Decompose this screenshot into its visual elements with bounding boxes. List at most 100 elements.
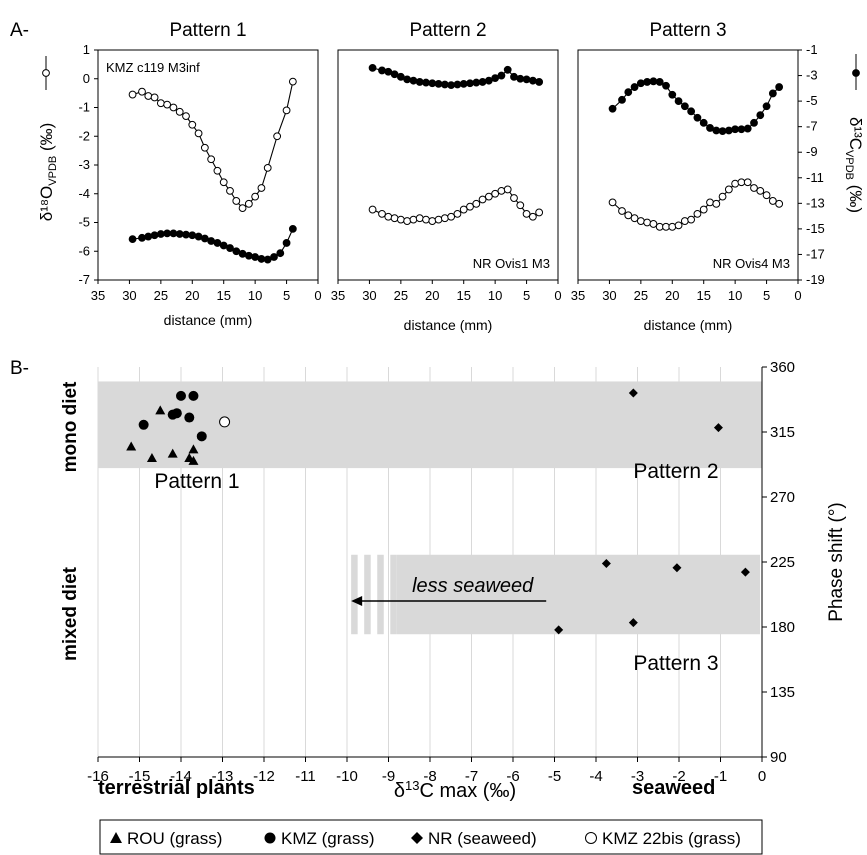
y-tick-label: 90 — [770, 749, 787, 766]
y-left-axis-title: δ¹⁸OVPDB (‰) — [37, 123, 59, 222]
d13c-point — [188, 231, 197, 240]
subplot-pattern-3: Pattern 3 35 30 25 20 15 10 5 0 distance (mm) -1 -3… — [571, 20, 825, 333]
d13c-point — [263, 255, 272, 264]
d18o-point — [138, 87, 146, 96]
y-right-tick-label: -1 — [806, 42, 818, 57]
y-right-tick-label: -17 — [806, 246, 825, 261]
d18o-point — [516, 201, 525, 210]
d18o-point — [150, 93, 159, 102]
d13c-point — [447, 81, 456, 90]
x-tick-label: 10 — [488, 288, 502, 303]
x-label-main: δ — [394, 780, 405, 802]
x-tick-label: 30 — [602, 288, 616, 303]
y-left-legend-marker — [42, 69, 50, 77]
d18o-point — [194, 129, 203, 138]
d18o-point — [273, 132, 282, 141]
d13c-point — [415, 78, 424, 86]
subplot-frame — [577, 49, 799, 281]
d18o-point — [662, 222, 670, 231]
y-left-tick-label: -5 — [78, 215, 90, 230]
d13c-point — [368, 63, 377, 72]
d18o-point — [724, 185, 733, 194]
d18o-point — [743, 178, 752, 187]
d18o-point — [510, 194, 518, 202]
d13c-point — [662, 81, 670, 90]
d18o-point — [422, 215, 430, 224]
d18o-point — [169, 103, 178, 112]
x-axis-label: distance (mm) — [644, 317, 733, 333]
x-tick-label: 35 — [571, 288, 585, 303]
d18o-point — [453, 209, 462, 218]
d13c-point — [618, 95, 626, 104]
rou-point — [167, 448, 178, 458]
x-label-sup: 13 — [405, 778, 419, 793]
d18o-point — [384, 212, 393, 221]
legend-marker-open-circle — [585, 832, 597, 844]
d18o-point — [608, 198, 617, 207]
d13c-point — [213, 239, 222, 247]
x-label-seaweed: seaweed — [632, 777, 715, 799]
d13c-point — [270, 253, 278, 261]
x-tick-label: 25 — [394, 288, 408, 303]
d13c-point — [472, 78, 481, 87]
legend-marker-circle — [264, 832, 276, 844]
legend-marker-diamond — [411, 832, 423, 844]
x-tick-label: 15 — [456, 288, 470, 303]
d13c-point — [624, 88, 633, 97]
nr-point — [672, 563, 682, 573]
d18o-point — [756, 186, 765, 195]
x-tick-label: -9 — [382, 768, 395, 785]
x-tick-label: -7 — [465, 768, 478, 785]
d13c-point — [680, 102, 689, 111]
d18o-point — [244, 199, 253, 208]
x-tick-label: 0 — [314, 288, 321, 303]
y-right-title-main: δ¹³C — [846, 117, 865, 150]
d13c-point — [693, 113, 702, 122]
d18o-point — [693, 209, 702, 218]
x-tick-label: 25 — [634, 288, 648, 303]
d18o-point — [403, 217, 412, 225]
band-fade-stripe — [351, 554, 358, 635]
y-tick-label: 225 — [770, 554, 795, 571]
d18o-point — [472, 199, 481, 208]
d13c-point — [737, 125, 746, 134]
x-tick-label: 0 — [794, 288, 801, 303]
d18o-point — [762, 191, 771, 200]
d13c-point — [459, 79, 468, 88]
d13c-point — [182, 230, 190, 239]
y-right-axis-title: δ¹³CVPDB (‰) — [843, 117, 865, 213]
legend-box — [99, 819, 763, 855]
x-tick-label: -14 — [170, 768, 192, 785]
d18o-point — [396, 215, 405, 224]
d13c-point — [756, 111, 765, 120]
y-right-legend-marker — [852, 69, 860, 77]
x-tick-label: 30 — [362, 288, 376, 303]
d18o-point — [680, 217, 689, 225]
d13c-point — [440, 80, 449, 89]
d18o-point — [182, 112, 190, 121]
y-right-tick-label: -19 — [806, 272, 825, 287]
y-right-tick-label: -5 — [806, 93, 818, 108]
d18o-point — [624, 211, 633, 220]
pattern-3-label: Pattern 3 — [633, 652, 718, 675]
d13c-point — [219, 241, 228, 250]
d13c-point — [422, 78, 430, 87]
d13c-point — [207, 237, 216, 245]
d13c-point — [762, 102, 771, 111]
x-tick-label: -4 — [589, 768, 602, 785]
x-tick-label: -10 — [336, 768, 358, 785]
d18o-point — [390, 214, 399, 223]
y-left-tick-label: -7 — [78, 272, 90, 287]
d18o-point — [522, 209, 531, 218]
d18o-point — [699, 205, 708, 214]
subplot-title: Pattern 3 — [649, 20, 726, 41]
y-right-tick-label: -9 — [806, 144, 818, 159]
d13c-point — [630, 83, 639, 91]
rou-point — [146, 453, 157, 462]
d18o-point — [459, 205, 468, 214]
d13c-point — [528, 76, 537, 85]
d18o-point — [428, 217, 437, 225]
d13c-point — [731, 125, 740, 134]
x-tick-label: 20 — [665, 288, 679, 303]
x-tick-label: -3 — [631, 768, 644, 785]
